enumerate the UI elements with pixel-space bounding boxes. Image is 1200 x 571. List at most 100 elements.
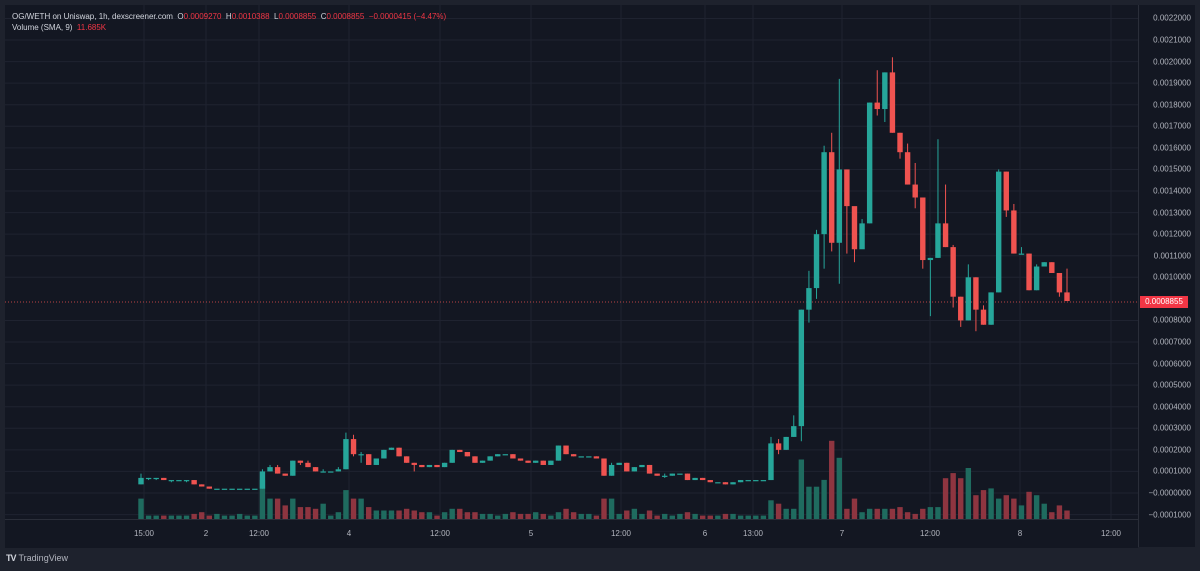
- candle-up: [168, 480, 175, 482]
- candle-up: [343, 439, 349, 470]
- volume-bar: [335, 512, 342, 519]
- time-tick-label: 12:00: [1100, 529, 1122, 538]
- candle-up: [745, 480, 751, 482]
- time-tick-label: 12:00: [919, 529, 941, 538]
- candle-down: [464, 452, 471, 457]
- candle-down: [1064, 292, 1070, 302]
- volume-bar: [616, 513, 622, 519]
- volume-bar: [829, 440, 835, 519]
- price-tick-label: −0.0001000: [1148, 510, 1192, 520]
- candle-up: [586, 456, 592, 458]
- price-axis[interactable]: 0.0022000 0.0021000 0.0020000 0.0019000 0.00…: [1138, 5, 1195, 547]
- volume-bar: [457, 508, 463, 519]
- volume-bar: [608, 498, 615, 519]
- candle-up: [631, 467, 638, 472]
- candle-down: [570, 454, 577, 457]
- candle-down: [920, 197, 926, 261]
- volume-bar: [487, 513, 493, 519]
- volume-bar: [958, 478, 964, 519]
- time-tick-label: 2: [203, 529, 209, 538]
- time-axis[interactable]: 15:00 2 12:00 4 12:00 5 12:00 6 13:00 7 12:00 8 12:0…: [5, 519, 1138, 548]
- price-tick-label: 0.0020000: [1153, 57, 1191, 67]
- candle-down: [722, 482, 729, 485]
- candle-up: [358, 454, 364, 456]
- candle-down: [684, 473, 691, 481]
- volume-bar: [973, 495, 979, 519]
- volume-bar: [495, 515, 501, 519]
- volume-bar: [510, 512, 516, 519]
- price-tick-label: 0.0006000: [1153, 359, 1191, 369]
- candle-down: [517, 458, 524, 461]
- volume-bar: [168, 515, 175, 519]
- candle-up: [988, 292, 994, 325]
- candle-down: [1003, 171, 1009, 211]
- candle-down: [282, 473, 288, 476]
- volume-bar: [844, 508, 850, 519]
- candle-up: [662, 475, 668, 477]
- volume-bar: [965, 468, 972, 519]
- candle-down: [206, 486, 213, 489]
- candle-down: [525, 460, 531, 463]
- volume-bar: [396, 510, 402, 519]
- candle-up: [449, 449, 455, 463]
- candle-down: [874, 102, 880, 110]
- candle-up: [176, 480, 182, 482]
- volume-bar: [206, 515, 213, 519]
- time-tick-label: 15:00: [133, 529, 155, 538]
- volume-bar: [859, 512, 865, 519]
- candle-up: [426, 464, 433, 468]
- candle-down: [540, 460, 546, 465]
- volume-bar: [1003, 495, 1009, 519]
- volume-bar: [1056, 505, 1063, 519]
- candle-up: [221, 488, 228, 490]
- volume-bar: [563, 508, 569, 519]
- price-tick-label: 0.0001000: [1153, 466, 1191, 476]
- volume-bar: [297, 507, 304, 519]
- time-tick-label: 12:00: [610, 529, 632, 538]
- volume-bar: [153, 515, 159, 519]
- volume-bar: [836, 457, 842, 519]
- volume-bar: [646, 510, 653, 519]
- time-tick-label: 8: [1017, 529, 1023, 538]
- candle-down: [980, 309, 987, 325]
- volume-bar: [806, 486, 812, 519]
- volume-label[interactable]: Volume (SMA, 9): [12, 23, 73, 32]
- low-value: 0.0008855: [278, 12, 317, 21]
- volume-bar: [1033, 495, 1040, 519]
- candle-down: [312, 467, 319, 472]
- volume-bar: [639, 513, 645, 519]
- time-tick-label: 6: [702, 529, 708, 538]
- volume-bar: [161, 515, 167, 519]
- volume-bar: [631, 508, 638, 519]
- volume-bar: [282, 505, 288, 519]
- candle-up: [320, 471, 326, 473]
- candle-up: [608, 464, 615, 476]
- tradingview-branding[interactable]: TV TradingView: [6, 553, 68, 563]
- last-price-badge: 0.0008855: [1140, 296, 1188, 308]
- volume-bar: [214, 513, 220, 519]
- candle-down: [1011, 210, 1017, 254]
- candle-down: [274, 467, 281, 474]
- volume-bar: [935, 507, 941, 519]
- volume-bar: [753, 515, 759, 519]
- volume-bar: [1064, 510, 1070, 519]
- candle-up: [677, 473, 683, 475]
- symbol-label[interactable]: OG/WETH on Uniswap, 1h, dexscreener.com: [12, 12, 173, 21]
- candle-up: [791, 426, 797, 437]
- volume-bar: [350, 498, 357, 519]
- candle-up: [783, 436, 789, 450]
- brand-label: TradingView: [18, 553, 69, 563]
- candle-up: [138, 477, 144, 485]
- candle-up: [1033, 266, 1040, 291]
- volume-bar: [783, 508, 789, 519]
- volume-bar: [699, 515, 706, 519]
- volume-bar: [927, 507, 934, 519]
- volume-bar: [434, 515, 440, 519]
- volume-value: 11.685K: [76, 23, 107, 32]
- open-value: 0.0009270: [183, 12, 222, 21]
- candle-up: [335, 469, 342, 472]
- volume-bar: [980, 490, 987, 519]
- candle-down: [396, 447, 402, 457]
- price-tick-label: 0.0014000: [1153, 186, 1191, 196]
